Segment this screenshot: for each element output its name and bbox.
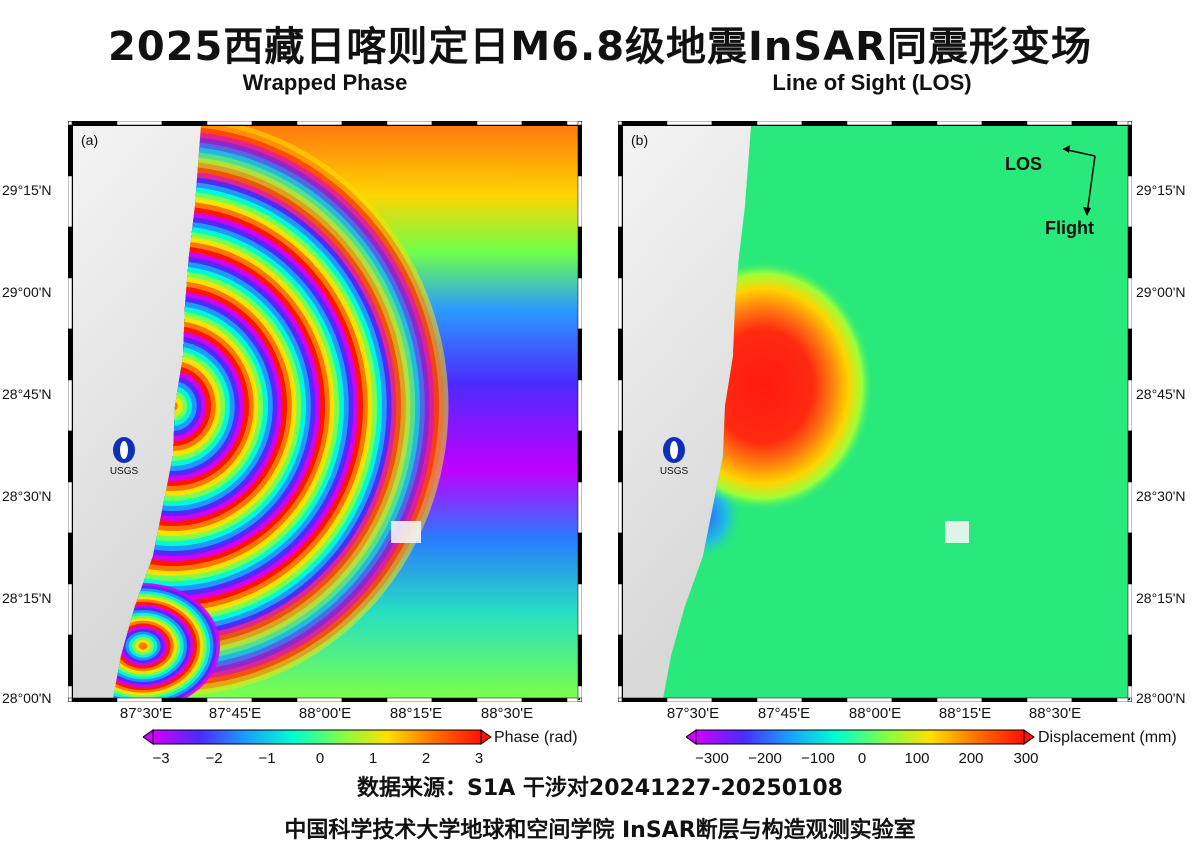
colorbar-tick: −100 — [801, 750, 835, 767]
panel-a-subtitle: Wrapped Phase — [242, 70, 408, 95]
displacement-colorbar-title: Displacement (mm) — [1038, 729, 1177, 746]
phase-colorbar-title: Phase (rad) — [494, 729, 578, 746]
los-displacement-map: (b) USGS LOS Flight — [622, 125, 1130, 700]
colorbar-tick: 0 — [315, 750, 325, 767]
colorbar-tick: −3 — [152, 750, 170, 767]
usgs-logo-text: USGS — [109, 466, 139, 477]
lat-label: 28°30'N — [1136, 488, 1186, 504]
colorbar-tick: 300 — [1013, 750, 1039, 767]
lon-label: 88°30'E — [1028, 705, 1082, 722]
lon-label: 88°15'E — [389, 705, 443, 722]
colorbar-tick: −2 — [205, 750, 223, 767]
colorbar-tick: −200 — [748, 750, 782, 767]
lon-label: 88°30'E — [480, 705, 534, 722]
colorbar-tick: 200 — [958, 750, 984, 767]
lon-label: 87°45'E — [208, 705, 262, 722]
usgs-logo-text: USGS — [659, 466, 689, 477]
lat-label: 29°15'N — [1136, 182, 1186, 198]
colorbar-tick: 3 — [474, 750, 484, 767]
lon-label: 87°45'E — [757, 705, 811, 722]
los-label: LOS — [1005, 154, 1043, 174]
panel-a-label: (a) — [81, 132, 99, 148]
panel-b-label: (b) — [631, 132, 649, 148]
data-source-line: 数据来源：S1A 干涉对20241227-20250108 — [357, 776, 843, 801]
lat-label: 28°15'N — [2, 590, 52, 606]
colorbar-tick: −300 — [695, 750, 729, 767]
displacement-colorbar — [686, 729, 1035, 745]
lon-label: 88°00'E — [298, 705, 352, 722]
lat-label: 28°45'N — [2, 386, 52, 402]
flight-label: Flight — [1045, 218, 1094, 238]
lat-label: 29°00'N — [1136, 284, 1186, 300]
lat-label: 29°15'N — [2, 182, 52, 198]
look-direction-arrow-icon — [1062, 145, 1096, 216]
usgs-logo-icon — [113, 437, 135, 463]
lon-label: 87°30'E — [119, 705, 173, 722]
lon-label: 87°30'E — [666, 705, 720, 722]
usgs-logo-icon — [663, 437, 685, 463]
colorbar-tick: 2 — [421, 750, 431, 767]
lat-label: 29°00'N — [2, 284, 52, 300]
lat-label: 28°30'N — [2, 488, 52, 504]
wrapped-phase-map: (a) USGS — [72, 125, 580, 700]
lat-label: 28°45'N — [1136, 386, 1186, 402]
colorbar-tick: −1 — [258, 750, 276, 767]
colorbar-tick: 100 — [904, 750, 930, 767]
page-title: 2025西藏日喀则定日M6.8级地震InSAR同震形变场 — [108, 24, 1092, 70]
panel-b-subtitle: Line of Sight (LOS) — [772, 70, 972, 95]
lon-label: 88°00'E — [848, 705, 902, 722]
lat-label: 28°00'N — [2, 690, 52, 706]
institution-line: 中国科学技术大学地球和空间学院 InSAR断层与构造观测实验室 — [284, 818, 916, 843]
wrapped-phase-raster — [73, 126, 579, 699]
colorbar-tick: 0 — [857, 750, 867, 767]
lon-label: 88°15'E — [938, 705, 992, 722]
phase-colorbar — [143, 729, 492, 745]
colorbar-tick: 1 — [368, 750, 378, 767]
lat-label: 28°15'N — [1136, 590, 1186, 606]
lat-label: 28°00'N — [1136, 690, 1186, 706]
